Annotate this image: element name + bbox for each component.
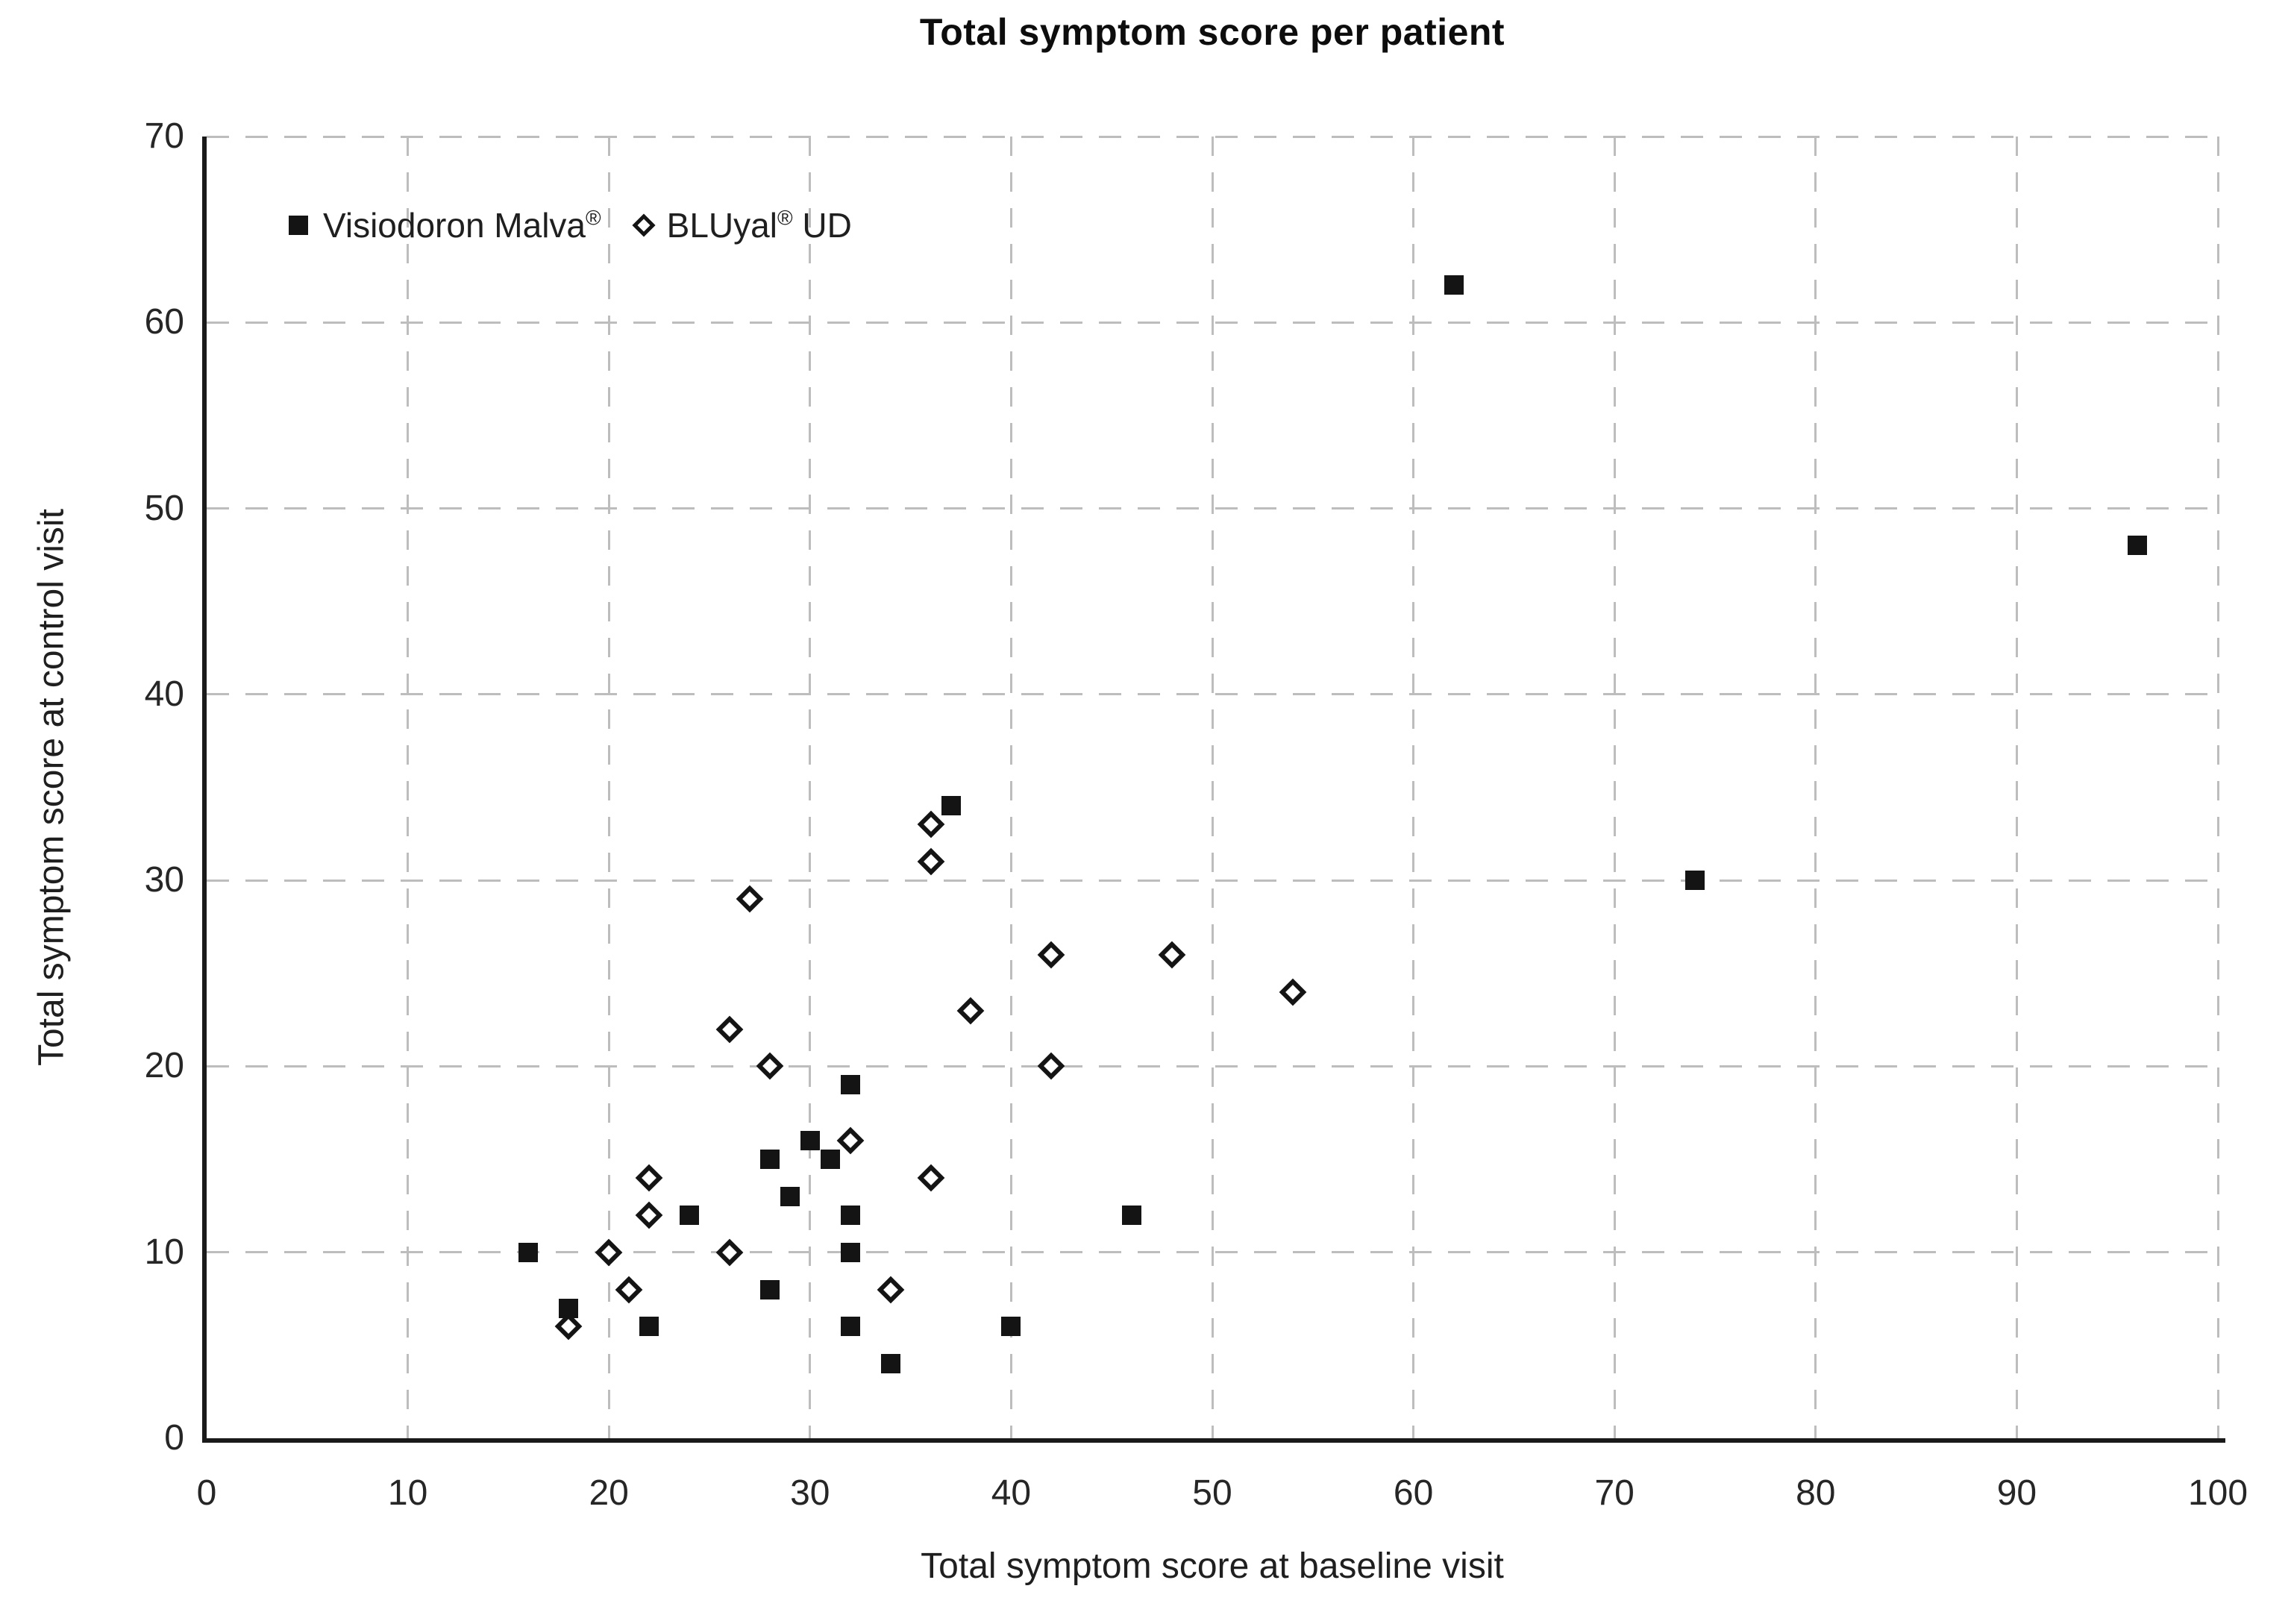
- x-tick-label: 40: [991, 1473, 1032, 1513]
- gridline-vertical: [2015, 137, 2018, 1438]
- data-point-square: [840, 1317, 860, 1337]
- x-tick-label: 0: [196, 1473, 217, 1513]
- data-point-diamond: [635, 1201, 663, 1229]
- data-point-diamond: [836, 1126, 865, 1155]
- gridline-horizontal: [207, 693, 2218, 696]
- gridline-vertical: [607, 137, 610, 1438]
- x-axis-line: [202, 1438, 2225, 1443]
- y-tick-label: 70: [144, 116, 184, 156]
- y-tick-label: 0: [164, 1418, 184, 1458]
- filled-square-marker-icon: [289, 216, 308, 235]
- data-point-diamond: [715, 1238, 744, 1267]
- legend-item-bluyal: BLUyal® UD: [632, 205, 852, 245]
- data-point-square: [840, 1205, 860, 1225]
- data-point-diamond: [917, 810, 944, 838]
- legend-label-visiodoron: Visiodoron Malva®: [323, 206, 601, 245]
- x-tick-label: 90: [1996, 1473, 2037, 1513]
- data-point-square: [840, 1242, 860, 1262]
- x-tick-label: 80: [1796, 1473, 1836, 1513]
- gridline-horizontal: [207, 507, 2218, 510]
- x-axis-title: Total symptom score at baseline visit: [921, 1546, 1504, 1586]
- data-point-diamond: [1037, 941, 1065, 969]
- data-point-square: [759, 1150, 780, 1170]
- data-point-square: [1001, 1317, 1021, 1337]
- data-point-square: [1122, 1205, 1142, 1225]
- data-point-square: [2128, 536, 2148, 556]
- gridline-horizontal: [207, 1251, 2218, 1254]
- legend: Visiodoron Malva® BLUyal® UD: [289, 195, 852, 255]
- y-tick-label: 30: [144, 860, 184, 900]
- data-point-square: [1444, 275, 1464, 295]
- legend-label-bluyal: BLUyal® UD: [666, 206, 852, 245]
- data-point-diamond: [877, 1276, 905, 1303]
- data-point-square: [759, 1279, 780, 1299]
- x-tick-label: 60: [1393, 1473, 1434, 1513]
- y-tick-label: 50: [144, 488, 184, 528]
- x-tick-label: 10: [387, 1473, 428, 1513]
- y-axis-line: [202, 137, 207, 1443]
- data-point-square: [680, 1205, 700, 1225]
- plot-area: [207, 135, 2219, 1438]
- legend-item-visiodoron: Visiodoron Malva®: [289, 205, 601, 245]
- data-point-diamond: [1158, 941, 1186, 969]
- data-point-diamond: [1279, 978, 1307, 1006]
- data-point-diamond: [756, 1053, 784, 1080]
- data-point-square: [840, 1075, 860, 1095]
- gridline-vertical: [1211, 137, 1214, 1438]
- open-diamond-marker-icon: [632, 213, 656, 237]
- data-point-diamond: [615, 1276, 643, 1303]
- x-tick-label: 20: [589, 1473, 629, 1513]
- x-tick-label: 50: [1192, 1473, 1232, 1513]
- data-point-square: [518, 1242, 539, 1262]
- data-point-square: [639, 1317, 659, 1337]
- gridline-vertical: [1412, 137, 1415, 1438]
- gridline-horizontal: [207, 321, 2218, 324]
- y-tick-label: 20: [144, 1046, 184, 1086]
- gridline-horizontal: [207, 879, 2218, 882]
- chart-title: Total symptom score per patient: [919, 11, 1505, 53]
- data-point-diamond: [957, 997, 985, 1025]
- gridline-vertical: [1613, 137, 1616, 1438]
- data-point-square: [820, 1150, 840, 1170]
- gridline-vertical: [1814, 137, 1817, 1438]
- data-point-diamond: [635, 1164, 663, 1192]
- gridline-vertical: [407, 137, 410, 1438]
- x-tick-label: 70: [1594, 1473, 1635, 1513]
- x-tick-label: 30: [790, 1473, 830, 1513]
- data-point-diamond: [715, 1015, 744, 1043]
- y-tick-label: 10: [144, 1232, 184, 1272]
- data-point-square: [780, 1186, 800, 1206]
- gridline-vertical: [2216, 137, 2219, 1438]
- data-point-square: [800, 1131, 820, 1151]
- data-point-square: [941, 796, 961, 816]
- data-point-diamond: [595, 1238, 623, 1267]
- gridline-horizontal: [207, 135, 2218, 138]
- gridline-vertical: [1009, 137, 1012, 1438]
- gridline-horizontal: [207, 1065, 2218, 1067]
- gridline-vertical: [809, 137, 812, 1438]
- x-tick-label: 100: [2187, 1473, 2248, 1513]
- data-point-square: [880, 1354, 900, 1374]
- data-point-diamond: [917, 847, 944, 876]
- data-point-diamond: [1037, 1053, 1065, 1080]
- data-point-square: [1685, 871, 1705, 891]
- data-point-diamond: [736, 885, 764, 913]
- data-point-square: [559, 1298, 579, 1318]
- y-tick-label: 40: [144, 674, 184, 714]
- y-tick-label: 60: [144, 302, 184, 342]
- data-point-diamond: [917, 1164, 944, 1192]
